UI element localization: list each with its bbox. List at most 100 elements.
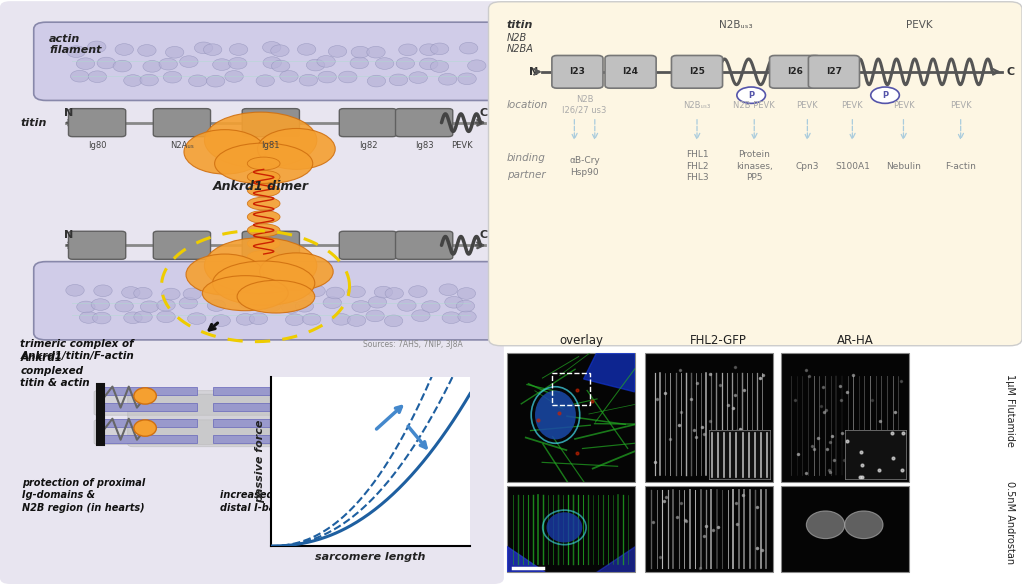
Polygon shape xyxy=(507,547,546,572)
Ellipse shape xyxy=(439,284,458,296)
Bar xyxy=(100,419,197,427)
Text: Protein
kinases,
PP5: Protein kinases, PP5 xyxy=(736,151,773,182)
Ellipse shape xyxy=(203,44,222,55)
Text: Ig80: Ig80 xyxy=(88,141,106,150)
Ellipse shape xyxy=(194,42,213,54)
Ellipse shape xyxy=(215,143,313,184)
Ellipse shape xyxy=(366,310,384,322)
Ellipse shape xyxy=(806,511,844,538)
Ellipse shape xyxy=(134,287,152,299)
FancyBboxPatch shape xyxy=(770,55,821,88)
Text: titin: titin xyxy=(507,20,533,30)
Ellipse shape xyxy=(368,297,386,308)
Text: PEVK: PEVK xyxy=(796,100,819,110)
Ellipse shape xyxy=(113,60,132,72)
Bar xyxy=(645,353,773,482)
Ellipse shape xyxy=(134,388,156,404)
FancyBboxPatch shape xyxy=(0,1,504,584)
Text: P: P xyxy=(748,91,754,100)
Ellipse shape xyxy=(460,42,478,54)
Ellipse shape xyxy=(229,57,247,69)
Ellipse shape xyxy=(94,285,112,297)
Ellipse shape xyxy=(247,157,280,170)
Text: N2BA: N2BA xyxy=(507,44,533,54)
Ellipse shape xyxy=(271,45,289,57)
Ellipse shape xyxy=(384,315,403,326)
Text: I24: I24 xyxy=(622,67,639,77)
Text: N: N xyxy=(63,230,74,240)
Ellipse shape xyxy=(204,112,317,168)
Text: partner: partner xyxy=(507,170,546,180)
FancyBboxPatch shape xyxy=(94,391,325,415)
Ellipse shape xyxy=(204,238,317,294)
Ellipse shape xyxy=(547,512,583,543)
Ellipse shape xyxy=(263,300,281,311)
Text: I25: I25 xyxy=(689,67,705,77)
Ellipse shape xyxy=(212,315,230,326)
Ellipse shape xyxy=(180,56,198,68)
Text: C: C xyxy=(1007,67,1015,77)
Text: S100A1: S100A1 xyxy=(835,162,870,171)
Text: FHL2-GFP: FHL2-GFP xyxy=(690,335,747,347)
Ellipse shape xyxy=(122,287,140,298)
Ellipse shape xyxy=(236,314,254,325)
Ellipse shape xyxy=(280,71,298,82)
Ellipse shape xyxy=(229,44,247,55)
Bar xyxy=(213,435,310,443)
Ellipse shape xyxy=(317,55,335,67)
Ellipse shape xyxy=(247,251,280,263)
Text: N: N xyxy=(63,107,74,117)
Text: N2B PEVK: N2B PEVK xyxy=(734,100,775,110)
Text: AR-HA: AR-HA xyxy=(837,335,874,347)
Ellipse shape xyxy=(263,41,281,53)
Ellipse shape xyxy=(247,224,280,237)
Ellipse shape xyxy=(156,300,175,311)
Ellipse shape xyxy=(213,261,315,305)
Ellipse shape xyxy=(347,315,366,326)
Bar xyxy=(552,373,590,405)
Ellipse shape xyxy=(257,75,275,86)
Bar xyxy=(213,387,310,395)
Ellipse shape xyxy=(134,420,156,436)
Ellipse shape xyxy=(239,297,258,309)
Ellipse shape xyxy=(188,313,206,325)
FancyBboxPatch shape xyxy=(94,420,325,444)
Text: PEVK: PEVK xyxy=(451,141,473,150)
FancyBboxPatch shape xyxy=(68,231,126,259)
Bar xyxy=(213,419,310,427)
FancyBboxPatch shape xyxy=(128,394,312,447)
Ellipse shape xyxy=(66,46,85,57)
Ellipse shape xyxy=(156,311,175,322)
FancyBboxPatch shape xyxy=(34,262,503,340)
X-axis label: sarcomere length: sarcomere length xyxy=(316,552,425,562)
FancyBboxPatch shape xyxy=(34,22,503,100)
Text: FHL1
FHL2
FHL3: FHL1 FHL2 FHL3 xyxy=(686,151,708,182)
Ellipse shape xyxy=(456,300,474,312)
Ellipse shape xyxy=(134,311,152,323)
Ellipse shape xyxy=(282,302,300,314)
Ellipse shape xyxy=(332,314,351,325)
Ellipse shape xyxy=(374,286,392,298)
Y-axis label: passive force: passive force xyxy=(256,420,266,503)
Text: I27: I27 xyxy=(826,67,842,77)
Ellipse shape xyxy=(247,184,280,197)
Ellipse shape xyxy=(202,276,288,311)
Ellipse shape xyxy=(254,284,273,296)
FancyBboxPatch shape xyxy=(552,55,603,88)
Ellipse shape xyxy=(303,314,321,325)
Text: trimeric complex of
Ankrd1/titin/F-actin: trimeric complex of Ankrd1/titin/F-actin xyxy=(20,339,134,361)
Ellipse shape xyxy=(385,287,404,299)
FancyBboxPatch shape xyxy=(153,109,211,137)
FancyBboxPatch shape xyxy=(671,55,723,88)
Text: 0.5nM Androstan: 0.5nM Androstan xyxy=(1005,481,1015,564)
Ellipse shape xyxy=(258,128,335,169)
Text: Nebulin: Nebulin xyxy=(886,162,921,171)
Ellipse shape xyxy=(272,60,290,72)
Bar xyxy=(100,403,197,411)
Ellipse shape xyxy=(65,284,84,296)
Ellipse shape xyxy=(229,287,247,299)
Ellipse shape xyxy=(71,70,89,82)
Bar xyxy=(645,486,773,572)
Ellipse shape xyxy=(272,286,290,298)
Ellipse shape xyxy=(295,300,314,312)
